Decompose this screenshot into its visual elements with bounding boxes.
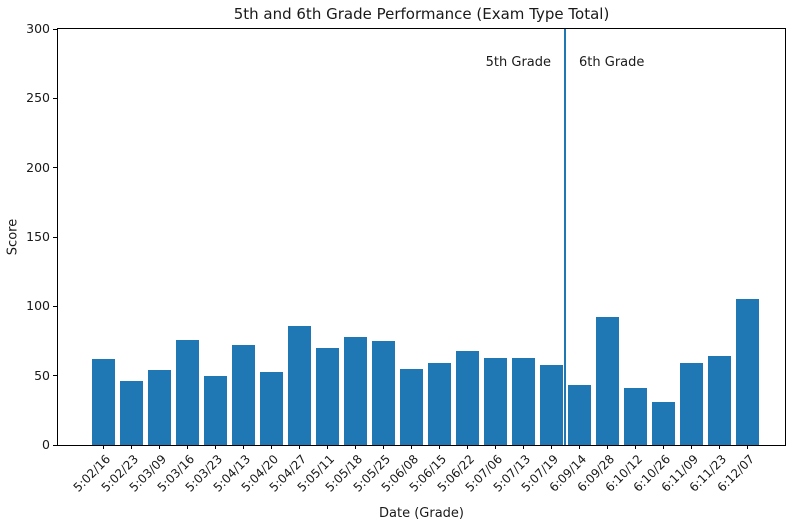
bar bbox=[91, 359, 115, 445]
x-tick-mark bbox=[411, 445, 412, 449]
x-tick-mark bbox=[523, 445, 524, 449]
y-tick-label: 200 bbox=[26, 159, 50, 175]
x-tick-mark bbox=[243, 445, 244, 449]
y-tick-label: 50 bbox=[34, 367, 50, 383]
bar bbox=[371, 341, 395, 445]
annotation-6th-grade: 6th Grade bbox=[579, 55, 645, 70]
annotation-5th-grade: 5th Grade bbox=[485, 55, 551, 70]
y-tick-label: 0 bbox=[42, 437, 50, 452]
x-tick-mark bbox=[215, 445, 216, 449]
plot-area: 5th Grade 6th Grade 5:02/16 5:02/23 5:03/0… bbox=[26, 22, 786, 495]
bar bbox=[651, 402, 675, 445]
y-tick-mark bbox=[53, 305, 57, 307]
bar bbox=[623, 388, 647, 445]
x-tick-mark bbox=[187, 445, 188, 449]
bar bbox=[231, 345, 255, 445]
x-tick-mark bbox=[719, 445, 720, 449]
x-tick-mark bbox=[551, 445, 552, 449]
bar bbox=[539, 364, 563, 445]
bar bbox=[511, 357, 535, 445]
y-tick-mark bbox=[53, 444, 57, 446]
grade-separator-line bbox=[564, 29, 566, 445]
bar bbox=[735, 299, 759, 445]
x-tick-mark bbox=[663, 445, 664, 449]
y-tick-mark bbox=[53, 375, 57, 377]
bar bbox=[343, 336, 367, 445]
y-tick-mark bbox=[53, 97, 57, 99]
x-tick-mark bbox=[607, 445, 608, 449]
bar bbox=[175, 339, 199, 445]
x-axis-label: Date (Grade) bbox=[379, 506, 464, 521]
x-tick-mark bbox=[691, 445, 692, 449]
y-tick-label: 300 bbox=[26, 21, 50, 36]
bar bbox=[119, 381, 143, 445]
y-tick-label: 250 bbox=[26, 90, 50, 106]
x-tick-mark bbox=[495, 445, 496, 449]
bar bbox=[483, 357, 507, 445]
x-tick-mark bbox=[299, 445, 300, 449]
bar bbox=[259, 371, 283, 445]
y-tick-mark bbox=[53, 29, 57, 30]
bar bbox=[287, 325, 311, 445]
bar bbox=[147, 370, 171, 445]
x-tick-mark bbox=[103, 445, 104, 449]
y-tick-label: 150 bbox=[26, 229, 50, 244]
x-tick-mark bbox=[439, 445, 440, 449]
chart-title: 5th and 6th Grade Performance (Exam Type… bbox=[233, 5, 610, 23]
x-tick-mark bbox=[579, 445, 580, 449]
bar bbox=[315, 347, 339, 445]
y-tick-label: 100 bbox=[26, 298, 50, 314]
bar bbox=[455, 350, 479, 445]
x-tick-mark bbox=[383, 445, 384, 449]
bar bbox=[567, 385, 591, 445]
x-tick-mark bbox=[271, 445, 272, 449]
x-tick-mark bbox=[747, 445, 748, 449]
x-tick-mark bbox=[131, 445, 132, 449]
bar bbox=[203, 375, 227, 445]
bar bbox=[679, 363, 703, 445]
x-tick-mark bbox=[159, 445, 160, 449]
x-tick-mark bbox=[355, 445, 356, 449]
x-tick-mark bbox=[635, 445, 636, 449]
bar bbox=[595, 317, 619, 445]
x-tick-mark bbox=[327, 445, 328, 449]
y-tick-mark bbox=[53, 167, 57, 169]
bar bbox=[399, 368, 423, 445]
bar bbox=[707, 356, 731, 445]
x-tick-mark bbox=[467, 445, 468, 449]
y-tick-mark bbox=[53, 236, 57, 238]
bar bbox=[427, 363, 451, 445]
